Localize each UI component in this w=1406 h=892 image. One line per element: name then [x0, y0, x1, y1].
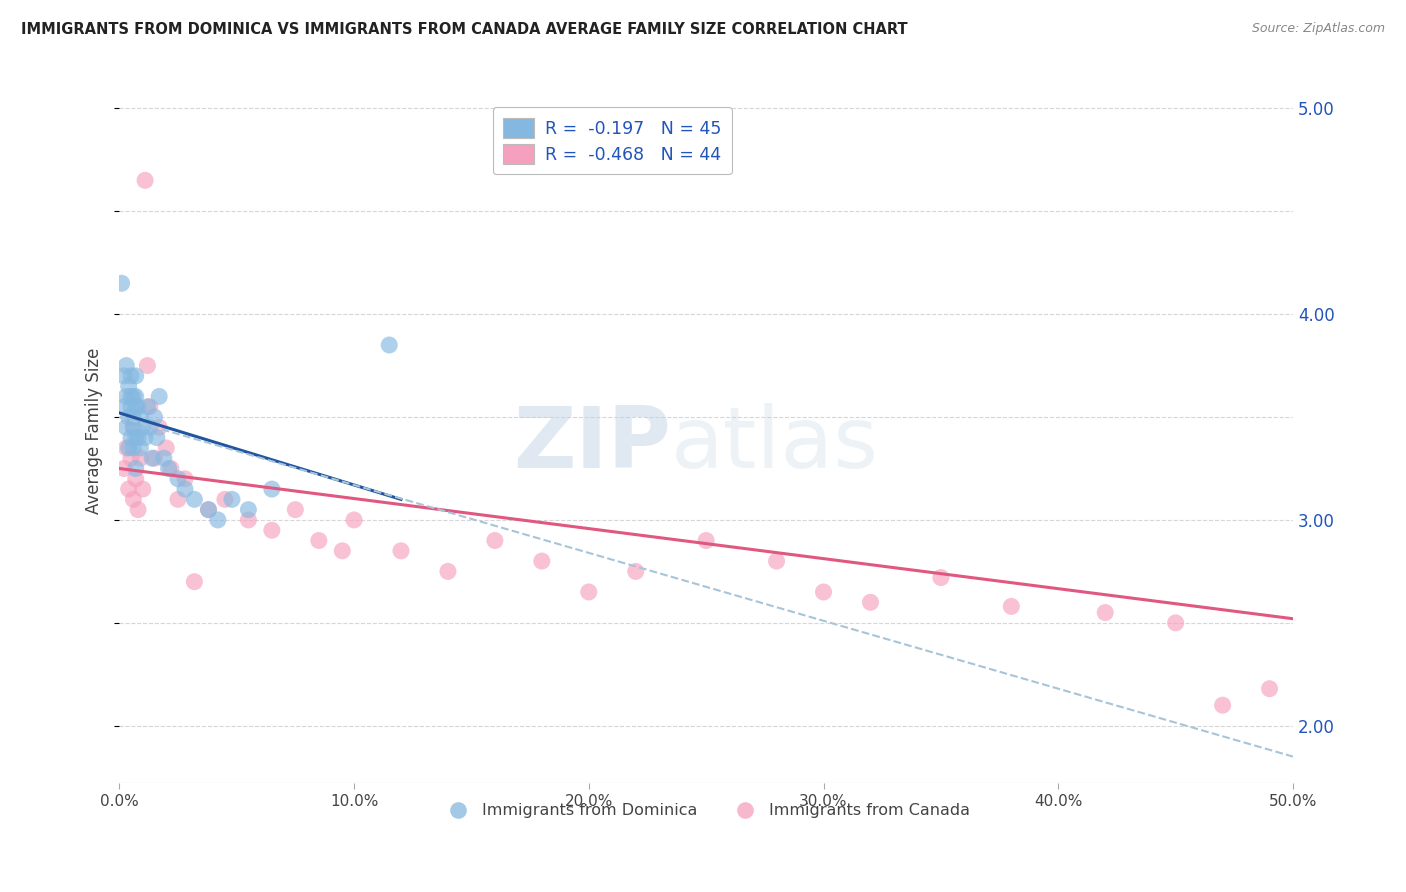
Point	[136, 359, 159, 373]
Point	[115, 420, 138, 434]
Point	[167, 492, 190, 507]
Point	[115, 359, 138, 373]
Point	[111, 277, 134, 291]
Point	[260, 482, 283, 496]
Point	[207, 513, 229, 527]
Point	[813, 585, 835, 599]
Point	[129, 441, 152, 455]
Point	[1164, 615, 1187, 630]
Point	[143, 410, 166, 425]
Point	[120, 431, 142, 445]
Point	[125, 461, 148, 475]
Point	[118, 410, 141, 425]
Point	[437, 565, 460, 579]
Point	[120, 368, 142, 383]
Y-axis label: Average Family Size: Average Family Size	[86, 347, 103, 514]
Point	[1258, 681, 1281, 696]
Point	[134, 431, 156, 445]
Point	[112, 400, 135, 414]
Point	[695, 533, 717, 548]
Text: Source: ZipAtlas.com: Source: ZipAtlas.com	[1251, 22, 1385, 36]
Point	[122, 420, 145, 434]
Point	[284, 502, 307, 516]
Point	[378, 338, 401, 352]
Point	[155, 441, 177, 455]
Point	[148, 389, 170, 403]
Point	[129, 451, 152, 466]
Point	[139, 400, 162, 414]
Point	[127, 400, 149, 414]
Point	[129, 410, 152, 425]
Point	[146, 431, 169, 445]
Point	[118, 379, 141, 393]
Point	[134, 173, 156, 187]
Point	[132, 482, 155, 496]
Point	[122, 420, 145, 434]
Point	[238, 513, 260, 527]
Point	[1000, 599, 1022, 614]
Point	[308, 533, 330, 548]
Point	[125, 368, 148, 383]
Point	[115, 389, 138, 403]
Point	[143, 451, 166, 466]
Text: atlas: atlas	[671, 403, 879, 486]
Point	[120, 400, 142, 414]
Point	[125, 431, 148, 445]
Point	[112, 461, 135, 475]
Point	[139, 420, 162, 434]
Point	[624, 565, 647, 579]
Legend: Immigrants from Dominica, Immigrants from Canada: Immigrants from Dominica, Immigrants fro…	[436, 797, 977, 825]
Point	[221, 492, 243, 507]
Text: IMMIGRANTS FROM DOMINICA VS IMMIGRANTS FROM CANADA AVERAGE FAMILY SIZE CORRELATI: IMMIGRANTS FROM DOMINICA VS IMMIGRANTS F…	[21, 22, 908, 37]
Point	[167, 472, 190, 486]
Point	[330, 544, 353, 558]
Point	[183, 492, 205, 507]
Point	[859, 595, 882, 609]
Point	[112, 368, 135, 383]
Point	[174, 482, 197, 496]
Point	[578, 585, 600, 599]
Point	[125, 389, 148, 403]
Point	[174, 472, 197, 486]
Point	[153, 451, 176, 466]
Point	[122, 492, 145, 507]
Point	[238, 502, 260, 516]
Point	[136, 400, 159, 414]
Point	[122, 441, 145, 455]
Point	[214, 492, 236, 507]
Point	[141, 451, 163, 466]
Point	[118, 441, 141, 455]
Point	[120, 451, 142, 466]
Point	[389, 544, 412, 558]
Point	[132, 420, 155, 434]
Point	[160, 461, 183, 475]
Point	[115, 441, 138, 455]
Point	[929, 571, 952, 585]
Point	[484, 533, 506, 548]
Point	[343, 513, 366, 527]
Point	[127, 431, 149, 445]
Point	[1212, 698, 1234, 713]
Point	[1094, 606, 1116, 620]
Point	[530, 554, 553, 568]
Point	[183, 574, 205, 589]
Point	[197, 502, 219, 516]
Point	[260, 523, 283, 537]
Point	[197, 502, 219, 516]
Point	[122, 389, 145, 403]
Point	[148, 420, 170, 434]
Point	[765, 554, 787, 568]
Point	[157, 461, 180, 475]
Point	[122, 410, 145, 425]
Point	[120, 389, 142, 403]
Point	[125, 472, 148, 486]
Text: ZIP: ZIP	[513, 403, 671, 486]
Point	[118, 482, 141, 496]
Point	[127, 502, 149, 516]
Point	[125, 400, 148, 414]
